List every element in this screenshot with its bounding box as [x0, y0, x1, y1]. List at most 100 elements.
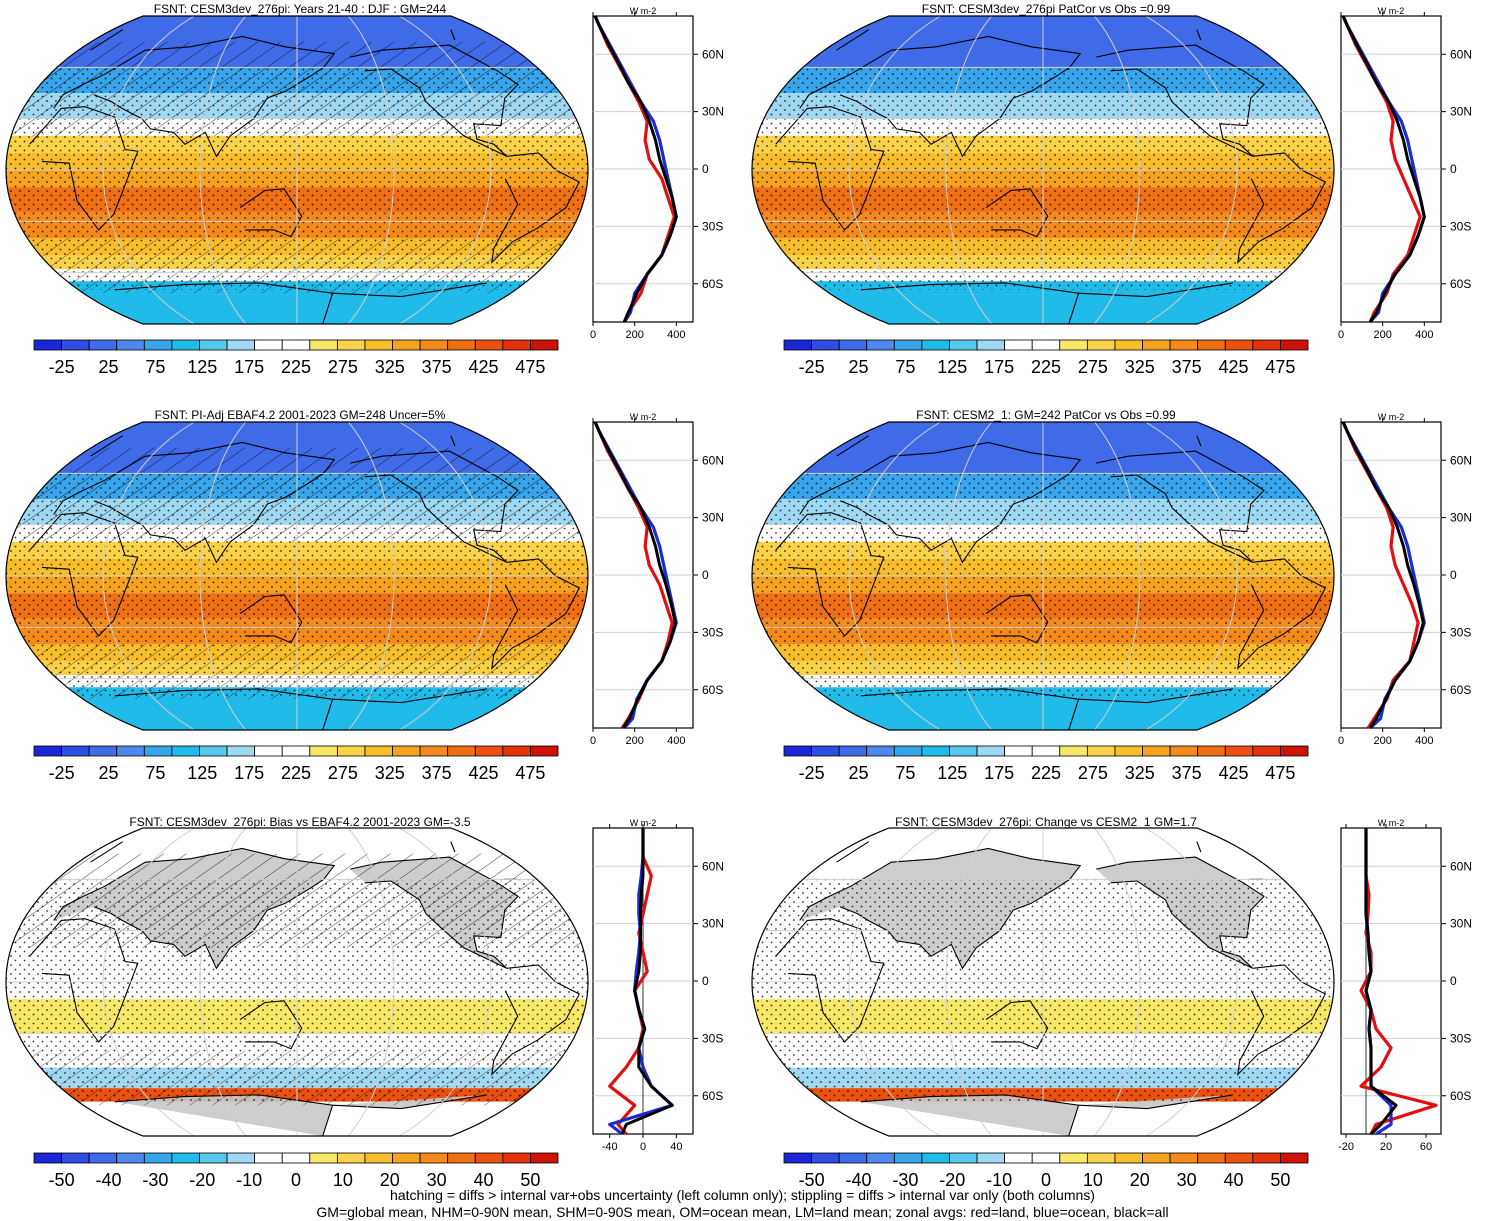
colorbar-tick-label: 30	[427, 1170, 447, 1190]
colorbar-tick-label: -20	[189, 1170, 215, 1190]
map-6	[751, 827, 1335, 1137]
zonal-unit-label: W m-2	[1378, 412, 1405, 422]
colorbar-tick-label: 40	[474, 1170, 494, 1190]
colorbar-swatch	[1059, 1152, 1088, 1164]
lat-tick-label: 30N	[702, 105, 724, 119]
colorbar-swatch	[447, 745, 476, 757]
panel-title-3: FSNT: PI-Adj EBAF4.2 2001-2023 GM=248 Un…	[154, 408, 446, 422]
colorbar-swatch	[1142, 1152, 1171, 1164]
colorbar-swatch	[171, 339, 200, 351]
colorbar-tick-label: 125	[187, 763, 217, 783]
colorbar-tick-label: -40	[845, 1170, 871, 1190]
colorbar-swatch	[143, 1152, 173, 1164]
panel-title-6: FSNT: CESM3dev_276pi: Change vs CESM2_1 …	[895, 815, 1197, 829]
colorbar-swatch	[949, 745, 978, 757]
zonal-plot-3: 60N 30N 0 30S 60S 0 200 400 W m-2	[590, 412, 724, 747]
colorbar-tick-label: -50	[799, 1170, 825, 1190]
colorbar-swatch	[392, 1152, 421, 1164]
lat-tick-label: 30S	[702, 1031, 723, 1045]
colorbar-tick-label: 425	[469, 357, 499, 377]
map-outline-3	[5, 421, 589, 731]
zonal-line-all	[1364, 828, 1398, 1136]
colorbar-swatch	[88, 339, 118, 351]
map-outline-6	[751, 827, 1335, 1137]
colorbar-tick-label: 25	[98, 763, 118, 783]
lat-tick-label: 60S	[702, 683, 723, 697]
colorbar-tick-label: -10	[986, 1170, 1012, 1190]
colorbar-tick-label: 25	[98, 357, 118, 377]
colorbar-swatch	[502, 1152, 531, 1164]
panel-title-4: FSNT: CESM2_1: GM=242 PatCor vs Obs =0.9…	[916, 408, 1176, 422]
colorbar-swatch	[364, 339, 393, 351]
colorbar-tick-label: 10	[333, 1170, 353, 1190]
colorbar-swatch	[1114, 339, 1143, 351]
panel-title-5: FSNT: CESM3dev_276pi: Bias vs EBAF4.2 20…	[129, 815, 471, 829]
lat-tick-label: 0	[702, 162, 709, 176]
zonal-x-tick-label: 200	[625, 735, 643, 747]
colorbar-tick-label: 175	[984, 763, 1014, 783]
lat-tick-label: 60N	[1450, 859, 1472, 873]
colorbar-swatch	[1142, 745, 1171, 757]
colorbar-swatch	[336, 745, 366, 757]
zonal-unit-label: W m-2	[630, 412, 657, 422]
colorbar-swatch	[474, 1152, 504, 1164]
colorbar-swatch	[502, 339, 531, 351]
colorbar-tick-label: -50	[49, 1170, 75, 1190]
colorbar-swatch	[1004, 1152, 1033, 1164]
colorbar-tick-label: 75	[895, 763, 915, 783]
colorbar-tick-label: 325	[375, 357, 405, 377]
colorbar-swatch	[1004, 745, 1033, 757]
colorbar-tick-label: 275	[328, 763, 358, 783]
lat-tick-label: 60N	[702, 47, 724, 61]
colorbar-swatch	[199, 339, 228, 351]
colorbar-tick-label: 375	[1172, 763, 1202, 783]
colorbar-swatch	[811, 1152, 840, 1164]
zonal-plot-6: 60N 30N 0 30S 60S -20 20 60 W m-2	[1338, 818, 1472, 1153]
colorbar-tick-label: 125	[937, 763, 967, 783]
colorbar-swatch	[309, 1152, 338, 1164]
colorbar-swatch	[866, 339, 895, 351]
colorbar-tick-label: 225	[1031, 357, 1061, 377]
panel-title-1: FSNT: CESM3dev_276pi: Years 21-40 : DJF …	[153, 2, 447, 16]
zonal-x-tick-label: 200	[1373, 329, 1391, 341]
colorbar-swatch	[1114, 745, 1143, 757]
colorbar-swatch	[254, 1152, 283, 1164]
zonal-unit-label: W m-2	[630, 6, 657, 16]
zonal-plot-2: 60N 30N 0 30S 60S 0 200 400 W m-2	[1338, 6, 1472, 341]
colorbar-swatch	[921, 1152, 950, 1164]
colorbar-swatch	[364, 1152, 393, 1164]
colorbar-tick-label: 25	[848, 357, 868, 377]
colorbar-swatch	[447, 1152, 476, 1164]
lat-tick-label: 60S	[702, 1089, 723, 1103]
colorbar-swatch	[392, 745, 421, 757]
lat-tick-label: 60S	[1450, 277, 1471, 291]
colorbar-tick-label: 375	[422, 357, 452, 377]
zonal-line-all	[593, 421, 677, 729]
colorbar-swatch	[33, 1152, 62, 1164]
colorbar-tick-label: 425	[1219, 763, 1249, 783]
colorbar-swatch	[893, 339, 923, 351]
zonal-x-tick-label: 0	[590, 329, 596, 341]
lat-tick-label: 60N	[702, 453, 724, 467]
colorbar-tick-label: 425	[469, 763, 499, 783]
colorbar-swatch	[309, 745, 338, 757]
colorbar-tick-label: 125	[937, 357, 967, 377]
zonal-x-tick-label: -20	[1338, 1141, 1354, 1153]
colorbar-swatch	[502, 745, 531, 757]
zonal-plot-4: 60N 30N 0 30S 60S 0 200 400 W m-2	[1338, 412, 1472, 747]
colorbar-swatch	[1004, 339, 1033, 351]
colorbar-tick-label: -25	[799, 357, 825, 377]
lat-tick-label: 30S	[1450, 1031, 1471, 1045]
zonal-x-tick-label: 60	[1420, 1141, 1432, 1153]
colorbar-tick-label: -25	[49, 357, 75, 377]
colorbar-tick-label: 275	[1078, 763, 1108, 783]
zonal-x-tick-label: 0	[1338, 329, 1344, 341]
colorbar-swatch	[226, 1152, 256, 1164]
colorbar-tick-label: -20	[939, 1170, 965, 1190]
colorbar-swatch	[838, 745, 868, 757]
map-3	[5, 421, 589, 731]
colorbar-tick-label: 75	[145, 763, 165, 783]
lat-tick-label: 60N	[1450, 47, 1472, 61]
colorbar-swatch	[1197, 339, 1226, 351]
zonal-x-tick-label: 20	[1380, 1141, 1392, 1153]
